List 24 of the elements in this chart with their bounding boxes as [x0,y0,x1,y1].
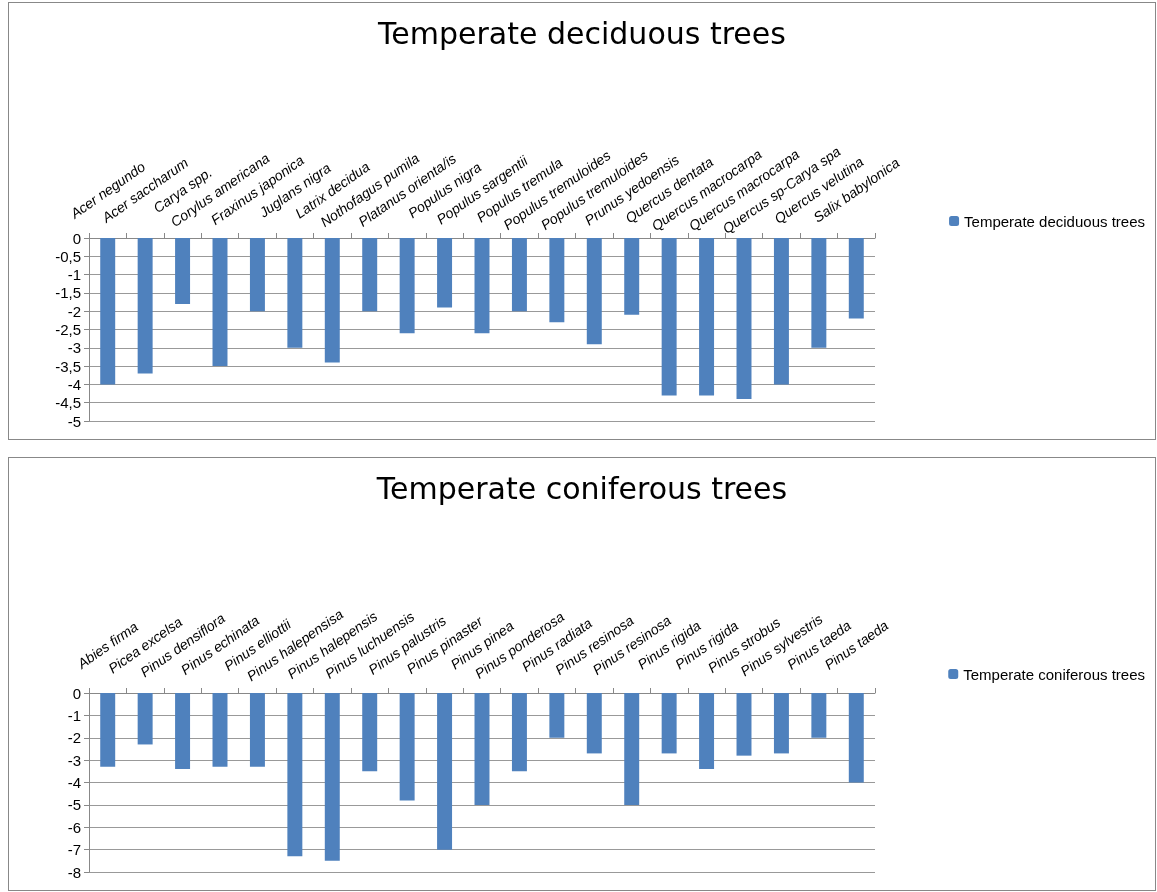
y-tick-label: -4,5 [55,394,81,412]
y-tick-label: 0 [72,684,81,702]
y-tick-label: -3 [67,339,81,357]
legend-label: Temperate coniferous trees [963,665,1146,683]
y-tick-label: -2 [67,302,81,320]
y-tick-label: -1 [67,266,81,284]
legend-label: Temperate deciduous trees [964,212,1145,230]
y-tick-label: -4 [67,375,81,393]
chart-title: Temperate coniferous trees [375,470,788,506]
y-tick-label: -8 [67,863,81,881]
y-tick-label: -3,5 [55,357,81,375]
y-tick-label: 0 [72,229,81,247]
y-tick-label: -6 [67,818,81,836]
chart-title: Temperate deciduous trees [377,15,786,51]
y-tick-label: -4 [67,774,81,791]
y-tick-label: -5 [67,412,81,430]
y-tick-label: -0,5 [55,247,81,265]
y-tick-label: -1 [67,706,81,724]
y-tick-label: -2,5 [55,321,81,338]
y-tick-label: -1,5 [55,284,81,302]
y-tick-label: -7 [67,841,81,859]
y-tick-label: -2 [67,729,81,747]
y-tick-label: -3 [67,751,81,769]
y-tick-label: -5 [67,796,81,814]
